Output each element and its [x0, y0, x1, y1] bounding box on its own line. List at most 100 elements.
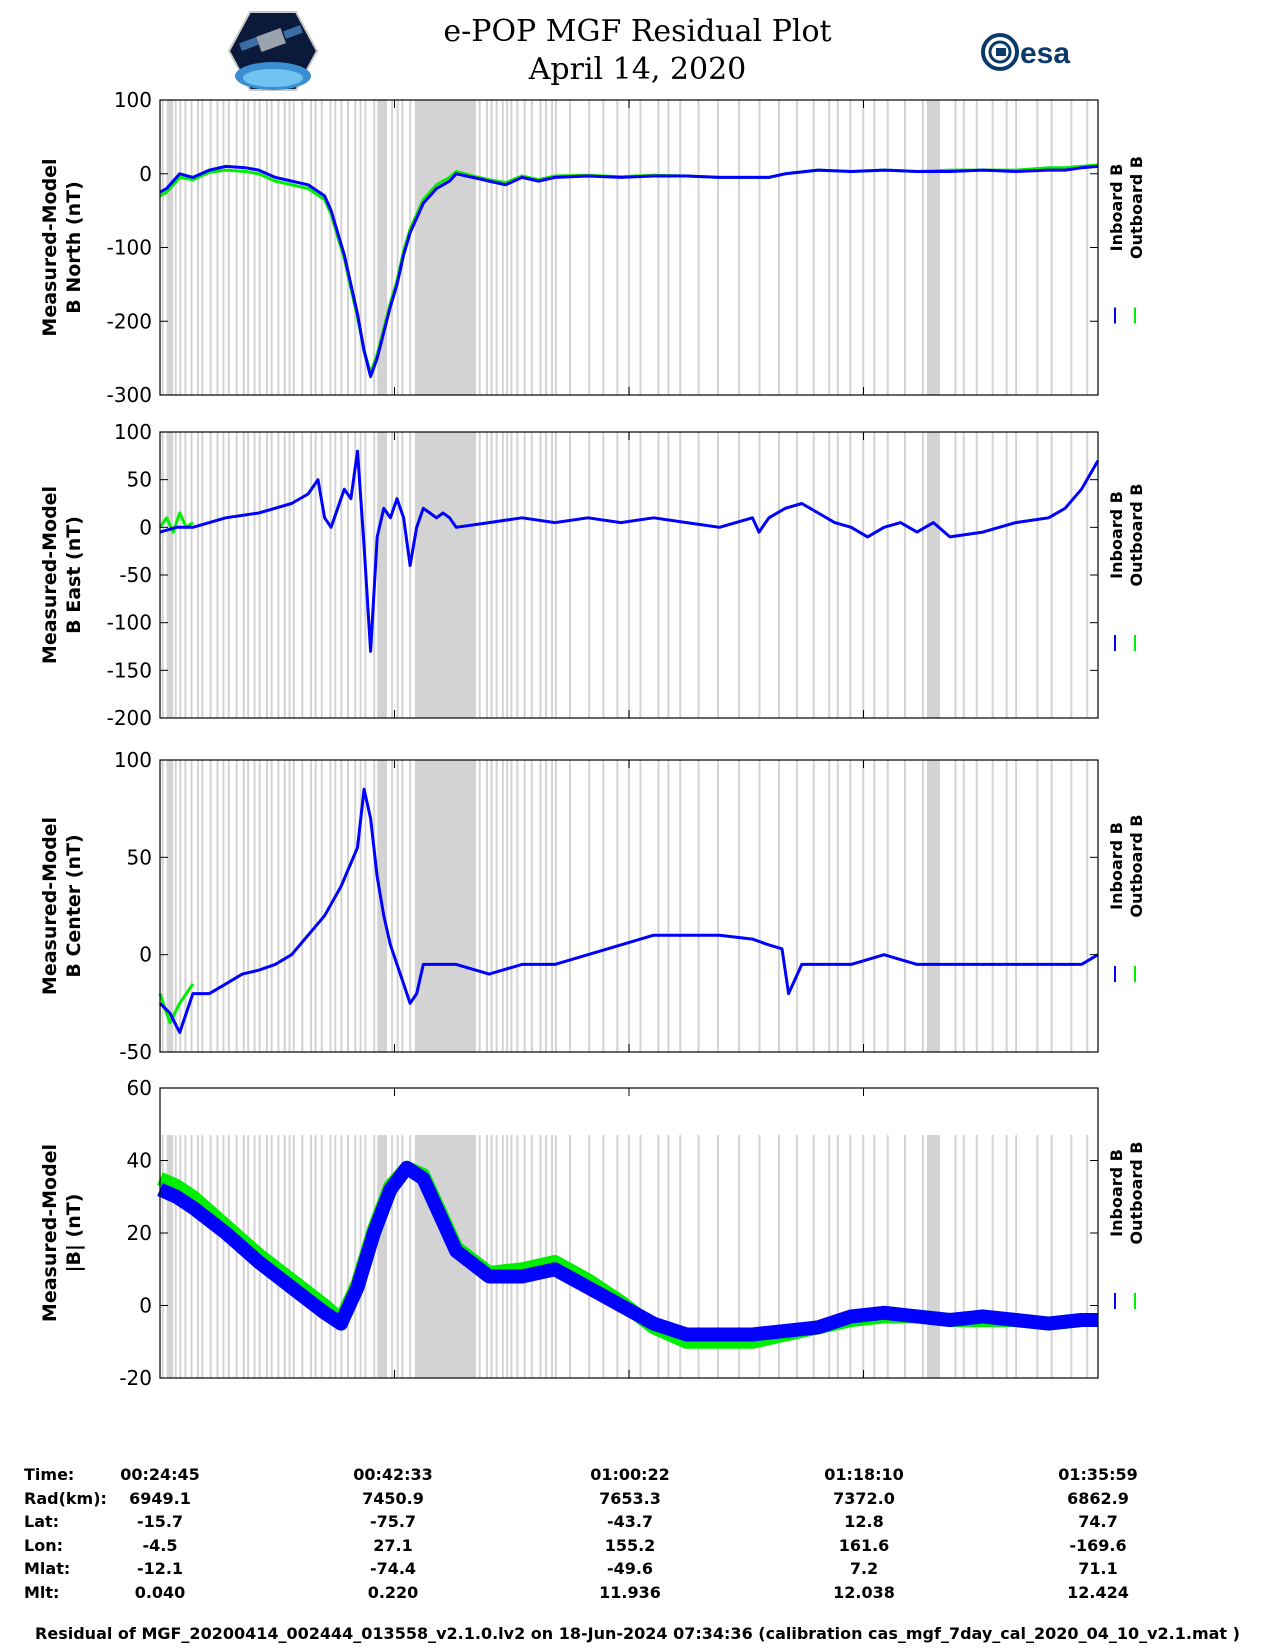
data-gap-band — [523, 432, 526, 718]
data-gap-band — [530, 100, 533, 395]
data-gap-band — [873, 1135, 876, 1378]
data-gap-band — [292, 432, 295, 718]
esa-logo-text: esa — [1020, 37, 1070, 70]
data-gap-band — [409, 1135, 412, 1378]
data-gap-band — [1050, 1135, 1053, 1378]
data-gap-band — [253, 100, 256, 395]
legend-inboard-label: Inboard B — [1107, 1149, 1126, 1237]
series-line-inboard — [159, 164, 1099, 379]
data-gap-band — [377, 1135, 388, 1378]
data-gap-band — [1036, 760, 1039, 1052]
chart-subtitle: April 14, 2020 — [528, 52, 747, 87]
data-gap-band — [836, 100, 839, 395]
data-gap-band — [414, 100, 417, 395]
data-gap-band — [828, 100, 831, 395]
y-tick-label: -100 — [107, 236, 152, 260]
data-gap-band — [1005, 1135, 1008, 1378]
data-gap-band — [247, 100, 250, 395]
legend-inboard-label: Inboard B — [1107, 491, 1126, 579]
data-gap-band — [506, 760, 509, 1052]
data-gap-band — [401, 432, 404, 718]
data-gap-band — [991, 432, 994, 718]
data-gap-band — [258, 432, 261, 718]
data-gap-band — [314, 1135, 317, 1378]
data-gap-band — [253, 432, 256, 718]
data-gap-band — [227, 432, 230, 718]
data-gap-band — [991, 760, 994, 1052]
data-gap-band — [227, 1135, 230, 1378]
data-gap-band — [886, 1135, 889, 1378]
data-gap-band — [340, 432, 343, 718]
data-gap-band — [409, 760, 412, 1052]
y-tick-label: 60 — [127, 1076, 152, 1100]
data-gap-band — [1005, 760, 1008, 1052]
data-gap-band — [758, 1135, 761, 1378]
ephemeris-value: 7653.3 — [599, 1488, 661, 1508]
y-tick-label: 100 — [114, 748, 152, 772]
ephemeris-label: Lat: — [24, 1512, 60, 1531]
data-gap-band — [1050, 432, 1053, 718]
data-gap-band — [812, 100, 815, 395]
data-gap-band — [201, 1135, 204, 1378]
data-gap-band — [283, 760, 286, 1052]
data-gap-band — [568, 760, 571, 1052]
data-gap-band — [639, 100, 642, 395]
data-gap-band — [396, 760, 399, 1052]
data-gap-band — [796, 1135, 799, 1378]
data-gap-band — [501, 760, 504, 1052]
data-gap-band — [401, 100, 404, 395]
data-gap-band — [954, 100, 957, 395]
data-gap-band — [812, 760, 815, 1052]
data-gap-band — [530, 760, 533, 1052]
y-axis-label: Measured-Model — [39, 158, 61, 336]
data-gap-band — [196, 432, 199, 718]
data-gap-band — [738, 432, 741, 718]
ephemeris-label: Mlt: — [24, 1582, 60, 1602]
ephemeris-value: 11.936 — [599, 1582, 661, 1602]
y-axis-label: B North (nT) — [63, 181, 85, 314]
data-gap-band — [329, 100, 332, 395]
data-gap-band — [697, 432, 700, 718]
data-gap-band — [539, 760, 542, 1052]
y-tick-label: 100 — [114, 420, 152, 444]
data-gap-band — [506, 100, 509, 395]
data-gap-band — [849, 100, 852, 395]
data-gap-band — [545, 760, 548, 1052]
data-gap-band — [270, 432, 273, 718]
data-gap-band — [616, 100, 619, 395]
data-gap-band — [1086, 1135, 1089, 1378]
data-gap-band — [602, 1135, 605, 1378]
data-gap-band — [516, 100, 519, 395]
y-tick-label: 40 — [127, 1149, 152, 1173]
data-gap-band — [478, 1135, 481, 1378]
data-gap-band — [277, 1135, 280, 1378]
data-gap-band — [873, 432, 876, 718]
data-gap-band — [697, 100, 700, 395]
data-gap-band — [329, 432, 332, 718]
data-gap-band — [490, 432, 493, 718]
data-gap-band — [516, 1135, 519, 1378]
data-gap-band — [292, 100, 295, 395]
data-gap-band — [201, 432, 204, 718]
ephemeris-value: 161.6 — [838, 1535, 890, 1555]
data-gap-band — [184, 1135, 187, 1378]
data-gap-band — [667, 760, 670, 1052]
data-gap-band — [242, 100, 245, 395]
data-gap-band — [216, 100, 219, 395]
data-gap-band — [216, 760, 219, 1052]
ephemeris-value: -75.7 — [369, 1512, 417, 1531]
series-line-inboard — [158, 787, 1099, 1034]
data-gap-band — [174, 1135, 177, 1378]
ephemeris-value: 12.038 — [833, 1582, 895, 1602]
data-gap-band — [310, 1135, 313, 1378]
legend-inboard-label: Inboard B — [1107, 164, 1126, 252]
data-gap-band — [227, 760, 230, 1052]
data-gap-band — [314, 760, 317, 1052]
data-gap-band — [679, 100, 682, 395]
data-gap-band — [539, 1135, 542, 1378]
data-gap-band — [301, 760, 304, 1052]
data-gap-band — [1015, 1135, 1018, 1378]
data-gap-band — [391, 432, 394, 718]
data-gap-band — [396, 100, 399, 395]
